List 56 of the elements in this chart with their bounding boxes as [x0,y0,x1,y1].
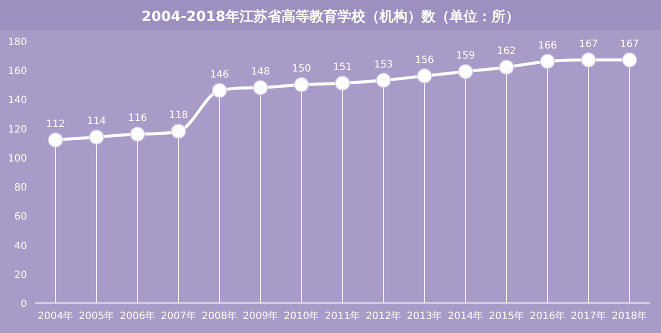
point [581,52,596,68]
point [622,52,637,68]
data-label: 146 [210,69,230,80]
data-label: 162 [496,46,516,58]
point [89,130,104,145]
y-tick-label: 80 [14,182,27,194]
y-tick-label: 20 [14,270,27,281]
data-label: 118 [168,110,188,122]
x-tick-label: 2012年 [366,310,402,322]
y-tick-label: 120 [8,124,27,136]
x-tick-label: 2008年 [202,310,238,322]
y-tick-label: 0 [20,299,27,310]
x-tick-label: 2010年 [284,310,320,322]
data-label: 116 [128,113,148,124]
data-label: 151 [332,62,352,74]
x-tick-label: 2017年 [570,310,606,322]
x-tick-label: 2006年 [120,310,156,322]
x-tick-label: 2014年 [448,310,484,322]
data-label: 112 [46,118,66,130]
point [294,77,309,92]
point [458,64,473,80]
x-tick-label: 2013年 [406,310,442,322]
point [540,54,555,69]
y-tick-label: 100 [8,153,27,164]
y-tick-label: 160 [8,66,27,78]
point [499,60,514,75]
data-label: 153 [374,59,394,70]
y-tick-label: 40 [14,240,27,252]
data-label: 150 [292,64,312,75]
x-tick-label: 2011年 [324,310,360,322]
x-tick-label: 2007年 [160,310,196,322]
data-label: 159 [456,50,476,62]
x-tick-label: 2004年 [38,310,74,322]
x-tick-label: 2005年 [78,310,114,322]
x-tick-label: 2018年 [612,310,648,322]
x-tick-label: 2016年 [530,310,566,322]
point [417,68,432,84]
point [48,132,63,148]
data-label: 167 [620,38,640,50]
data-label: 114 [86,116,106,128]
data-label: 148 [250,66,270,78]
data-label: 156 [414,54,434,66]
y-tick-label: 180 [8,37,27,48]
point [376,72,391,88]
point [130,126,145,142]
y-tick-label: 140 [8,95,27,106]
data-label: 166 [538,40,558,52]
point [212,82,227,98]
point [171,124,186,139]
x-tick-label: 2009年 [242,310,278,322]
point [253,80,268,96]
point [335,76,350,91]
data-label: 167 [578,38,598,50]
chart-title: 2004-2018年江苏省高等教育学校（机构）数（单位：所） [142,8,520,25]
y-tick-label: 60 [14,212,27,223]
x-tick-label: 2015年 [488,310,524,322]
